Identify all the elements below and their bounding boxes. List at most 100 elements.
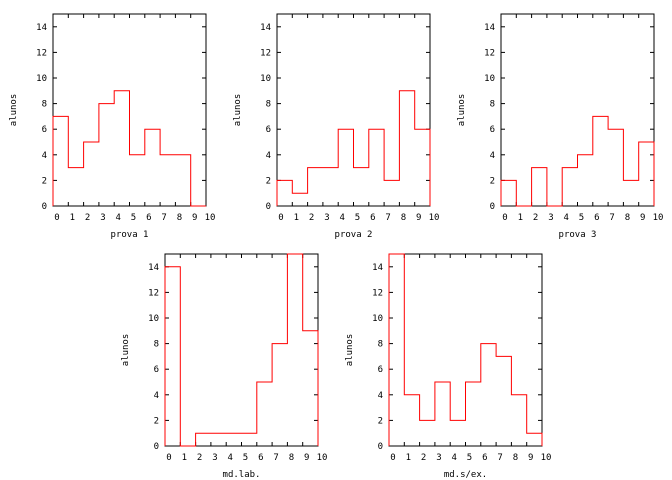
y-tick-label: 10 [372, 314, 383, 324]
x-tick-label: 10 [653, 213, 664, 223]
y-tick-label: 0 [378, 442, 383, 452]
x-tick-label: 7 [161, 213, 166, 223]
y-tick-label: 4 [378, 391, 383, 401]
histogram-bin [450, 420, 465, 446]
x-tick-label: 2 [533, 213, 538, 223]
histogram-step-line [52, 90, 206, 207]
y-tick-label: 2 [266, 176, 271, 186]
y-tick-label: 6 [266, 125, 271, 135]
x-tick-label: 9 [192, 213, 197, 223]
y-tick-label: 4 [266, 151, 271, 161]
histogram-bin [435, 382, 450, 446]
x-tick-label: 6 [370, 213, 375, 223]
x-tick-label: 4 [115, 213, 120, 223]
y-tick-label: 14 [148, 263, 159, 273]
x-tick-label: 10 [429, 213, 440, 223]
x-tick-label: 9 [528, 453, 533, 463]
x-tick-label: 8 [177, 213, 182, 223]
y-tick-label: 12 [148, 288, 159, 298]
x-tick-label: 7 [609, 213, 614, 223]
x-tick-label: 3 [436, 453, 441, 463]
x-tick-label: 10 [205, 213, 216, 223]
x-tick-label: 5 [243, 453, 248, 463]
x-tick-label: 0 [390, 453, 395, 463]
x-tick-label: 2 [309, 213, 314, 223]
x-tick-label: 4 [451, 453, 456, 463]
x-tick-label: 9 [304, 453, 309, 463]
histogram-bin [578, 155, 593, 206]
y-tick-label: 10 [484, 74, 495, 84]
y-tick-label: 6 [490, 125, 495, 135]
histogram-bin [175, 155, 190, 206]
histogram-bin [501, 180, 516, 206]
y-tick-label: 14 [372, 263, 383, 273]
x-tick-label: 1 [294, 213, 299, 223]
x-tick-label: 0 [166, 453, 171, 463]
histogram-bin [196, 433, 211, 446]
y-tick-label: 2 [42, 176, 47, 186]
y-tick-label: 14 [484, 23, 495, 33]
y-tick-label: 8 [42, 100, 47, 110]
histogram-bin [68, 168, 83, 206]
x-axis-label: prova 3 [559, 230, 597, 240]
y-axis-label: alunos [9, 94, 19, 127]
histogram-bin [389, 254, 404, 446]
y-tick-label: 8 [266, 100, 271, 110]
histogram-bin [303, 331, 318, 446]
x-tick-label: 9 [640, 213, 645, 223]
histogram-bin [404, 395, 419, 446]
histogram-bin [287, 254, 302, 446]
x-tick-label: 8 [513, 453, 518, 463]
histogram-bin [53, 116, 68, 206]
y-tick-label: 4 [154, 391, 159, 401]
y-axis-label: alunos [121, 334, 131, 367]
x-tick-label: 6 [482, 453, 487, 463]
y-tick-label: 14 [260, 23, 271, 33]
x-tick-label: 4 [563, 213, 568, 223]
x-tick-label: 0 [278, 213, 283, 223]
y-axis-label: alunos [345, 334, 355, 367]
x-axis-label: prova 1 [111, 230, 149, 240]
y-tick-label: 6 [154, 365, 159, 375]
histogram-bin [84, 142, 99, 206]
histogram-step-line [388, 253, 543, 446]
x-tick-label: 6 [258, 453, 263, 463]
x-tick-label: 8 [289, 453, 294, 463]
histogram-bin [384, 180, 399, 206]
x-tick-label: 4 [227, 453, 232, 463]
y-tick-label: 10 [148, 314, 159, 324]
x-tick-label: 1 [518, 213, 523, 223]
x-axis-label: prova 2 [335, 230, 373, 240]
histogram-bin [639, 142, 654, 206]
histogram-bin [308, 168, 323, 206]
x-tick-label: 5 [131, 213, 136, 223]
histogram-bin [130, 155, 145, 206]
x-tick-label: 5 [355, 213, 360, 223]
x-tick-label: 2 [85, 213, 90, 223]
histogram-bin [511, 395, 526, 446]
x-tick-label: 4 [339, 213, 344, 223]
x-tick-label: 0 [54, 213, 59, 223]
y-tick-label: 0 [266, 202, 271, 212]
histogram-bin [608, 129, 623, 206]
histogram-bin [226, 433, 241, 446]
x-tick-label: 3 [324, 213, 329, 223]
histogram-bin [420, 420, 435, 446]
histogram-bin [593, 116, 608, 206]
y-tick-label: 4 [42, 151, 47, 161]
y-tick-label: 14 [36, 23, 47, 33]
x-tick-label: 5 [579, 213, 584, 223]
histogram-bin [277, 180, 292, 206]
histogram-bin [292, 193, 307, 206]
y-tick-label: 12 [484, 48, 495, 58]
x-tick-label: 6 [594, 213, 599, 223]
x-tick-label: 10 [541, 453, 552, 463]
histogram-step-line [276, 90, 431, 206]
y-tick-label: 2 [154, 416, 159, 426]
histogram-bin [399, 91, 414, 206]
histogram-bin [323, 168, 338, 206]
x-tick-label: 9 [416, 213, 421, 223]
